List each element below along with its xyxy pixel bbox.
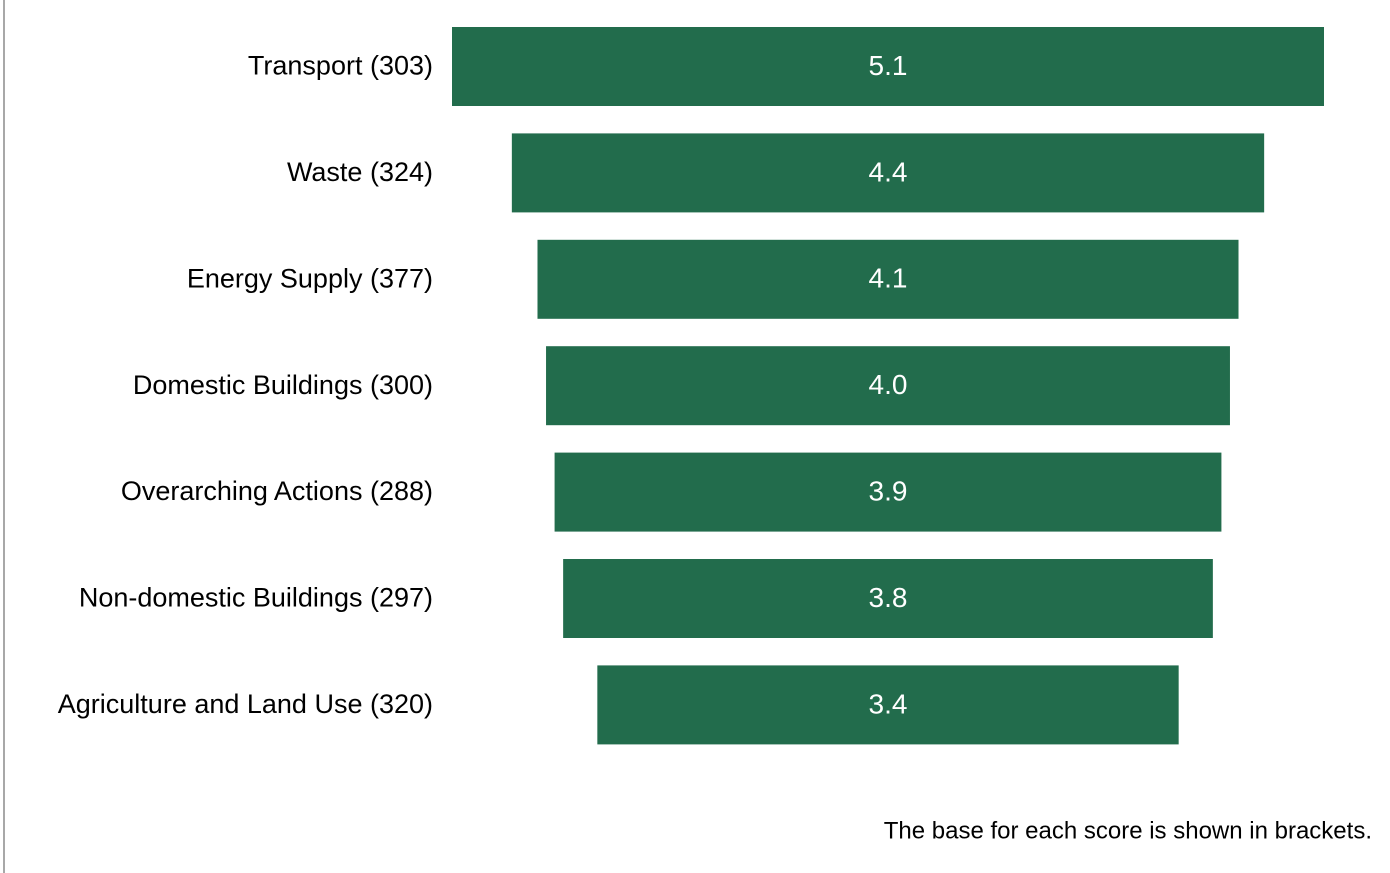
value-label: 4.0 [869, 369, 908, 400]
category-label: Overarching Actions (288) [121, 476, 433, 506]
category-label: Waste (324) [287, 157, 433, 187]
value-label: 5.1 [869, 50, 908, 81]
category-label: Energy Supply (377) [187, 263, 433, 293]
footnote: The base for each score is shown in brac… [884, 817, 1372, 844]
value-label: 3.9 [869, 475, 908, 506]
bar [511, 133, 1265, 213]
value-label: 3.8 [869, 582, 908, 613]
category-label: Transport (303) [248, 51, 433, 81]
bar [554, 452, 1222, 532]
bar [563, 559, 1213, 638]
category-label: Domestic Buildings (300) [133, 370, 433, 400]
bar [452, 27, 1324, 106]
bar [537, 239, 1239, 319]
bar [597, 665, 1179, 745]
value-label: 4.4 [869, 156, 908, 187]
bar [546, 346, 1230, 426]
value-label: 4.1 [869, 263, 908, 294]
category-label: Agriculture and Land Use (320) [58, 689, 433, 719]
category-label: Non-domestic Buildings (297) [79, 583, 433, 613]
value-label: 3.4 [869, 688, 908, 719]
